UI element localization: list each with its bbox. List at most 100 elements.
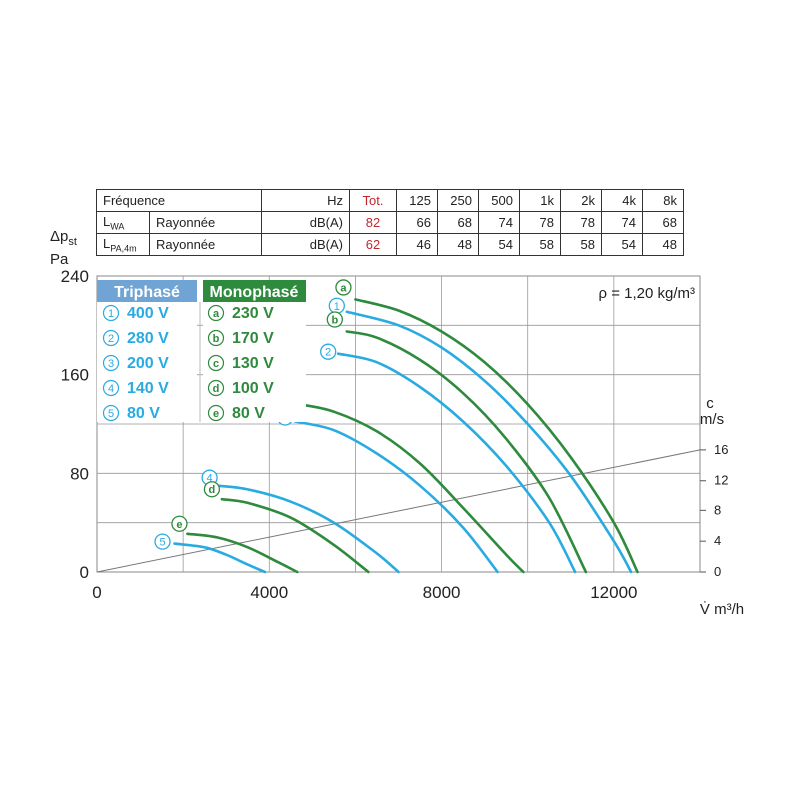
- table-cell: 58: [560, 233, 602, 256]
- curve-monophase: [298, 403, 525, 574]
- y-tick-label: 0: [80, 563, 89, 582]
- legend-triphase-label: 200 V: [127, 355, 169, 372]
- velocity-tick-label: 8: [714, 502, 721, 517]
- row-label-main: L: [103, 213, 111, 229]
- curve-label-circle: [326, 311, 343, 328]
- legend-triphase-label: 140 V: [127, 380, 169, 397]
- legend-monophase-title: Monophasé: [210, 284, 299, 301]
- table-cell: 54: [478, 233, 520, 256]
- y-axis-label-sub: st: [68, 236, 77, 248]
- legend-triphase-marker: [102, 379, 120, 397]
- curve-label: d: [209, 484, 216, 496]
- curve-label: a: [340, 282, 347, 294]
- table-cell-type: Rayonnée: [149, 233, 262, 256]
- noise-table: Fréquence Hz Tot. 125 250 500 1k 2k 4k 8…: [96, 189, 684, 256]
- legend-monophase-label: 130 V: [232, 355, 274, 372]
- curve-label: b: [331, 315, 338, 327]
- legend-triphase-marker-num: 4: [108, 383, 114, 395]
- legend-triphase-marker-num: 3: [108, 358, 114, 370]
- x-tick-label: 12000: [590, 583, 637, 602]
- curve-monophase: [354, 298, 639, 574]
- x-axis-label: V̇ m³/h: [700, 601, 744, 618]
- curve-triphase: [216, 484, 400, 574]
- velocity-axis-label-c: c: [706, 395, 714, 412]
- curve-label-circle: [203, 481, 221, 498]
- y-tick-label: 80: [70, 464, 89, 483]
- table-cell-type: Rayonnée: [149, 211, 262, 234]
- legend-triphase-marker: [102, 329, 120, 347]
- velocity-tick-label: 0: [714, 564, 721, 579]
- velocity-tick-label: 16: [714, 442, 728, 457]
- legend-monophase-label: 80 V: [232, 405, 265, 422]
- velocity-tick-label: 4: [714, 533, 721, 548]
- y-tick-label: 240: [61, 267, 89, 286]
- legend-monophase-label: 170 V: [232, 330, 274, 347]
- legend-monophase-marker-letter: d: [213, 383, 220, 395]
- legend-monophase-marker-letter: b: [213, 333, 220, 345]
- legend-monophase-header: [203, 280, 306, 302]
- velocity-axis-unit: m/s: [700, 411, 724, 428]
- legend-triphase-label: 400 V: [127, 305, 169, 322]
- legend-triphase-marker: [102, 404, 120, 422]
- velocity-tick-label: 12: [714, 473, 728, 488]
- legend-monophase-marker: [207, 379, 225, 397]
- row-label-sub: PA,4m: [110, 243, 137, 254]
- legend-triphase-marker-num: 1: [108, 308, 114, 320]
- y-axis-label-symbol: Δp: [50, 228, 69, 245]
- legend-monophase-marker-letter: e: [213, 408, 219, 420]
- curve-monophase: [345, 330, 588, 574]
- y-tick-label: 160: [61, 366, 89, 385]
- table-header-row: Fréquence Hz Tot. 125 250 500 1k 2k 4k 8…: [96, 189, 684, 212]
- legend-triphase-label: 280 V: [127, 330, 169, 347]
- legend-monophase-label: 230 V: [232, 305, 274, 322]
- row-label-main: L: [103, 235, 111, 251]
- curve-label: 2: [325, 347, 331, 359]
- legend-triphase-title: Triphasé: [114, 284, 180, 301]
- legend-triphase-marker: [102, 304, 120, 322]
- y-axis-label: Δpst Pa: [50, 228, 77, 268]
- row-label-sub: WA: [110, 221, 125, 232]
- velocity-line: [96, 449, 701, 573]
- table-cell: 68: [642, 211, 684, 234]
- curve-triphase: [173, 542, 267, 574]
- table-row: LWA Rayonnée dB(A) 82 66 68 74 78 78 74 …: [96, 211, 684, 234]
- curve-label: 5: [159, 537, 165, 549]
- legend-monophase-marker: [207, 354, 225, 372]
- table-cell: 48: [642, 233, 684, 256]
- legend-monophase-marker: [207, 304, 225, 322]
- curve-monophase: [220, 497, 370, 574]
- x-tick-label: 8000: [423, 583, 461, 602]
- legend-monophase-label: 100 V: [232, 380, 274, 397]
- curve-label-circle: [335, 279, 352, 296]
- curve-monophase: [186, 532, 299, 574]
- curve-label: 4: [207, 473, 213, 485]
- table-header-cell: 500: [478, 189, 520, 212]
- legend-monophase-marker: [207, 404, 225, 422]
- legend-triphase-marker-num: 5: [108, 408, 114, 420]
- curve-label-circle: [154, 533, 171, 550]
- table-cell-tot: 62: [349, 233, 397, 256]
- curve-triphase: [345, 310, 633, 574]
- y-axis-unit: Pa: [50, 251, 69, 268]
- legend-monophase-marker-letter: a: [213, 308, 220, 320]
- curve-label: 1: [334, 301, 340, 313]
- curve-triphase: [336, 352, 577, 574]
- legend-triphase-label: 80 V: [127, 405, 160, 422]
- x-tick-label: 4000: [250, 583, 288, 602]
- curve-label-circle: [171, 515, 188, 532]
- table-header-cell: 4k: [601, 189, 643, 212]
- table-cell-label: LPA,4m: [96, 233, 150, 256]
- curve-label-circle: [320, 343, 337, 360]
- table-row: LPA,4m Rayonnée dB(A) 62 46 48 54 58 58 …: [96, 233, 684, 256]
- table-cell: 46: [396, 233, 438, 256]
- x-tick-label: 0: [92, 583, 101, 602]
- curve-label: e: [176, 519, 182, 531]
- legend-monophase-marker-letter: c: [213, 358, 219, 370]
- legend-triphase-header: [97, 280, 197, 302]
- curve-triphase: [293, 420, 499, 574]
- legend-triphase-marker: [102, 354, 120, 372]
- legend-monophase-marker: [207, 329, 225, 347]
- legend-triphase-marker-num: 2: [108, 333, 114, 345]
- density-label: ρ = 1,20 kg/m³: [599, 285, 696, 302]
